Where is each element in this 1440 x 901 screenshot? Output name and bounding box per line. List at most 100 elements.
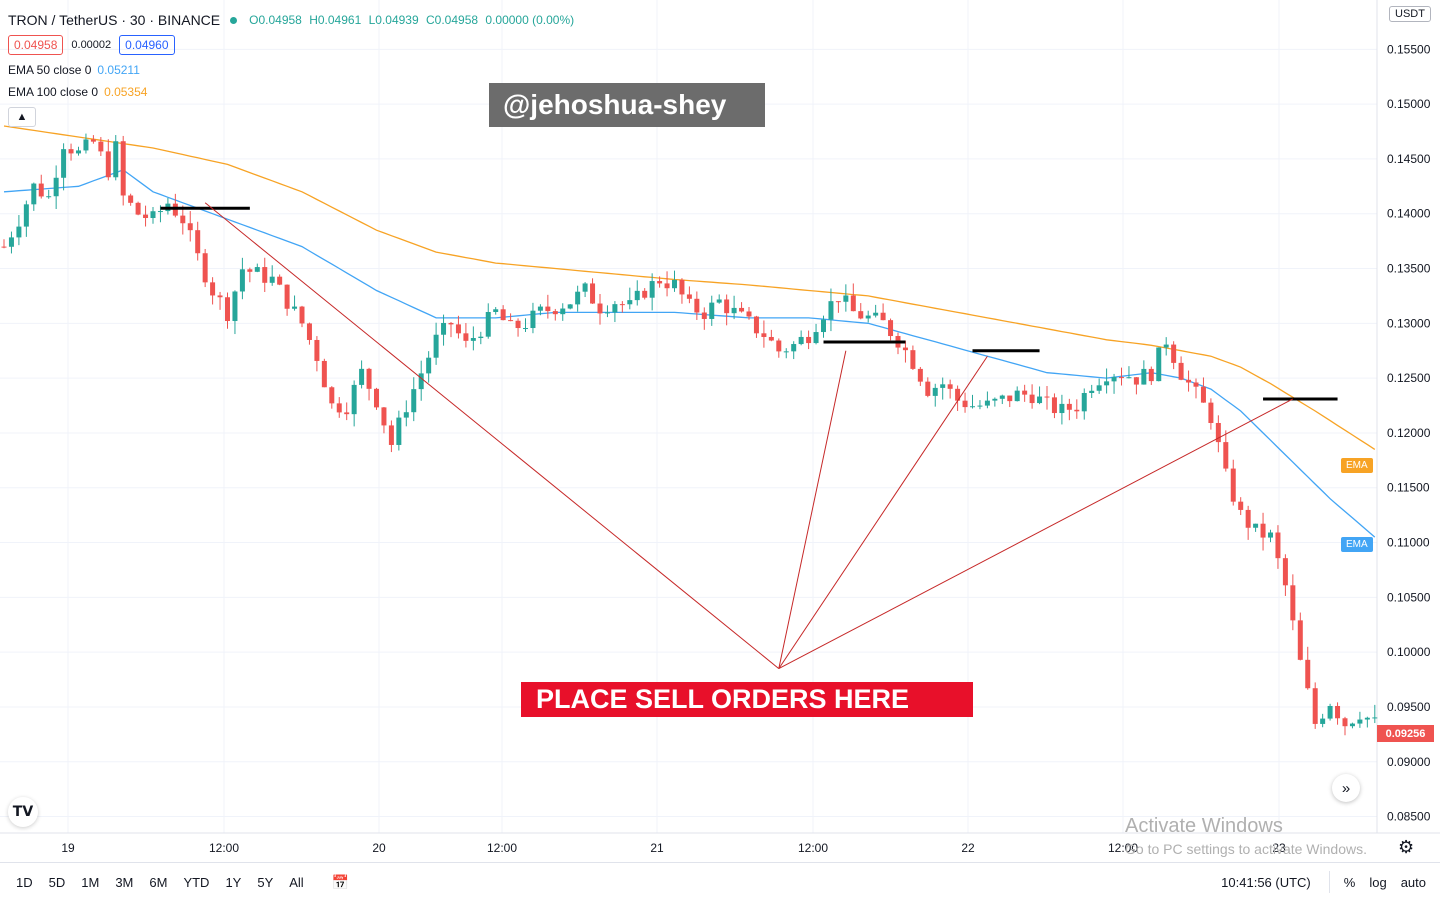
candle-body xyxy=(381,407,387,426)
candle-body xyxy=(187,223,193,231)
range-1y[interactable]: 1Y xyxy=(225,874,242,890)
close-value: C0.04958 xyxy=(426,13,479,27)
range-6m[interactable]: 6M xyxy=(149,874,168,890)
candle-body xyxy=(530,310,536,329)
candle-body xyxy=(314,339,320,361)
candle-body xyxy=(344,412,350,415)
candle-body xyxy=(821,319,826,333)
candle-body xyxy=(1335,705,1341,719)
y-tick-label: 0.12000 xyxy=(1387,426,1431,440)
candle-body xyxy=(336,403,342,413)
candle-body xyxy=(1245,509,1251,528)
candle-body xyxy=(1253,523,1259,528)
ema100-label[interactable]: EMA 100 close 0 xyxy=(8,85,99,99)
chart-legend: TRON / TetherUS · 30 · BINANCE O0.04958 … xyxy=(8,9,578,127)
candle-body xyxy=(128,195,134,203)
chevron-up-icon: ▲ xyxy=(16,111,28,123)
double-chevron-right-icon: » xyxy=(1341,779,1351,797)
candle-body xyxy=(746,311,752,317)
buy-price-button[interactable]: 0.04960 xyxy=(119,35,175,55)
auto-scale-toggle[interactable]: auto xyxy=(1400,874,1426,890)
range-ytd[interactable]: YTD xyxy=(183,874,210,890)
range-1m[interactable]: 1M xyxy=(81,874,100,890)
candle-body xyxy=(202,253,208,283)
candle-body xyxy=(1186,379,1192,383)
candle-body xyxy=(701,312,707,319)
sell-pointer-line xyxy=(778,398,1294,670)
candle-body xyxy=(1260,523,1266,538)
candle-body xyxy=(8,237,14,247)
candle-body xyxy=(68,149,74,154)
candle-body xyxy=(835,301,841,303)
candle-body xyxy=(90,139,96,142)
scale-options: 10:41:56 (UTC) % log auto xyxy=(1221,871,1440,893)
ohlc-values: O0.04958 H0.04961 L0.04939 C0.04958 0.00… xyxy=(249,13,578,27)
candle-body xyxy=(113,141,119,178)
candle-body xyxy=(999,395,1005,399)
calendar-icon[interactable]: 📅 xyxy=(331,873,350,890)
candle-body xyxy=(798,336,804,345)
range-all[interactable]: All xyxy=(289,874,304,890)
tradingview-logo-icon[interactable]: TV xyxy=(8,797,38,827)
candle-body xyxy=(545,306,551,312)
candle-body xyxy=(567,304,573,309)
candle-body xyxy=(1022,390,1028,395)
author-watermark: @jehoshua-shey xyxy=(489,83,765,127)
range-1d[interactable]: 1D xyxy=(16,874,33,890)
candle-body xyxy=(366,368,372,389)
candle-body xyxy=(1290,585,1296,621)
utc-clock[interactable]: 10:41:56 (UTC) xyxy=(1221,874,1311,890)
range-5y[interactable]: 5Y xyxy=(257,874,274,890)
candle-body xyxy=(1200,386,1206,403)
range-5d[interactable]: 5D xyxy=(48,874,66,890)
y-tick-label: 0.14000 xyxy=(1387,207,1431,221)
candle-body xyxy=(150,211,156,219)
candle-body xyxy=(247,269,253,272)
candle-body xyxy=(1357,719,1363,724)
candle-body xyxy=(329,387,335,404)
gear-icon[interactable]: ⚙ xyxy=(1398,837,1415,857)
candle-body xyxy=(657,281,663,284)
ema50-label[interactable]: EMA 50 close 0 xyxy=(8,63,92,77)
candle-body xyxy=(865,315,871,319)
candle-body xyxy=(791,344,797,352)
scroll-to-realtime-button[interactable]: » xyxy=(1332,774,1360,802)
candle-body xyxy=(1037,396,1043,404)
sell-price-button[interactable]: 0.04958 xyxy=(8,35,64,55)
x-tick-label: 22 xyxy=(961,841,975,855)
candle-body xyxy=(537,306,543,311)
candle-body xyxy=(470,338,476,341)
candle-body xyxy=(448,322,454,325)
x-tick-label: 19 xyxy=(61,841,75,855)
percent-scale-toggle[interactable]: % xyxy=(1343,874,1356,890)
activate-subtitle: Go to PC settings to activate Windows. xyxy=(1125,841,1367,857)
candle-body xyxy=(135,202,141,215)
candle-body xyxy=(1059,403,1065,414)
candle-body xyxy=(1230,468,1236,502)
candle-body xyxy=(403,412,409,418)
price-chart[interactable]: 0.15500 0.15000 0.14500 0.14000 0.13500 0.130… xyxy=(0,0,1440,862)
candle-body xyxy=(292,306,298,309)
candle-body xyxy=(1089,390,1095,393)
candle-body xyxy=(38,183,44,197)
currency-button[interactable]: USDT xyxy=(1389,6,1431,22)
y-tick-label: 0.09500 xyxy=(1387,700,1431,714)
candle-body xyxy=(217,295,223,298)
log-scale-toggle[interactable]: log xyxy=(1369,874,1387,890)
collapse-legend-button[interactable]: ▲ xyxy=(8,107,36,127)
candle-body xyxy=(768,336,774,341)
candle-body xyxy=(679,279,685,295)
ema50-value: 0.05211 xyxy=(97,63,140,77)
candle-body xyxy=(120,141,126,196)
candle-body xyxy=(1051,397,1057,414)
candle-body xyxy=(31,183,37,205)
open-value: O0.04958 xyxy=(249,13,302,27)
candle-body xyxy=(1119,377,1124,379)
candle-body xyxy=(1,246,7,248)
range-3m[interactable]: 3M xyxy=(115,874,134,890)
candle-body xyxy=(970,406,975,408)
y-tick-label: 0.13500 xyxy=(1387,262,1431,276)
symbol-title[interactable]: TRON / TetherUS · 30 · BINANCE xyxy=(8,12,221,28)
toolbar-divider xyxy=(1328,871,1330,893)
x-tick-label: 12:00 xyxy=(798,841,828,855)
